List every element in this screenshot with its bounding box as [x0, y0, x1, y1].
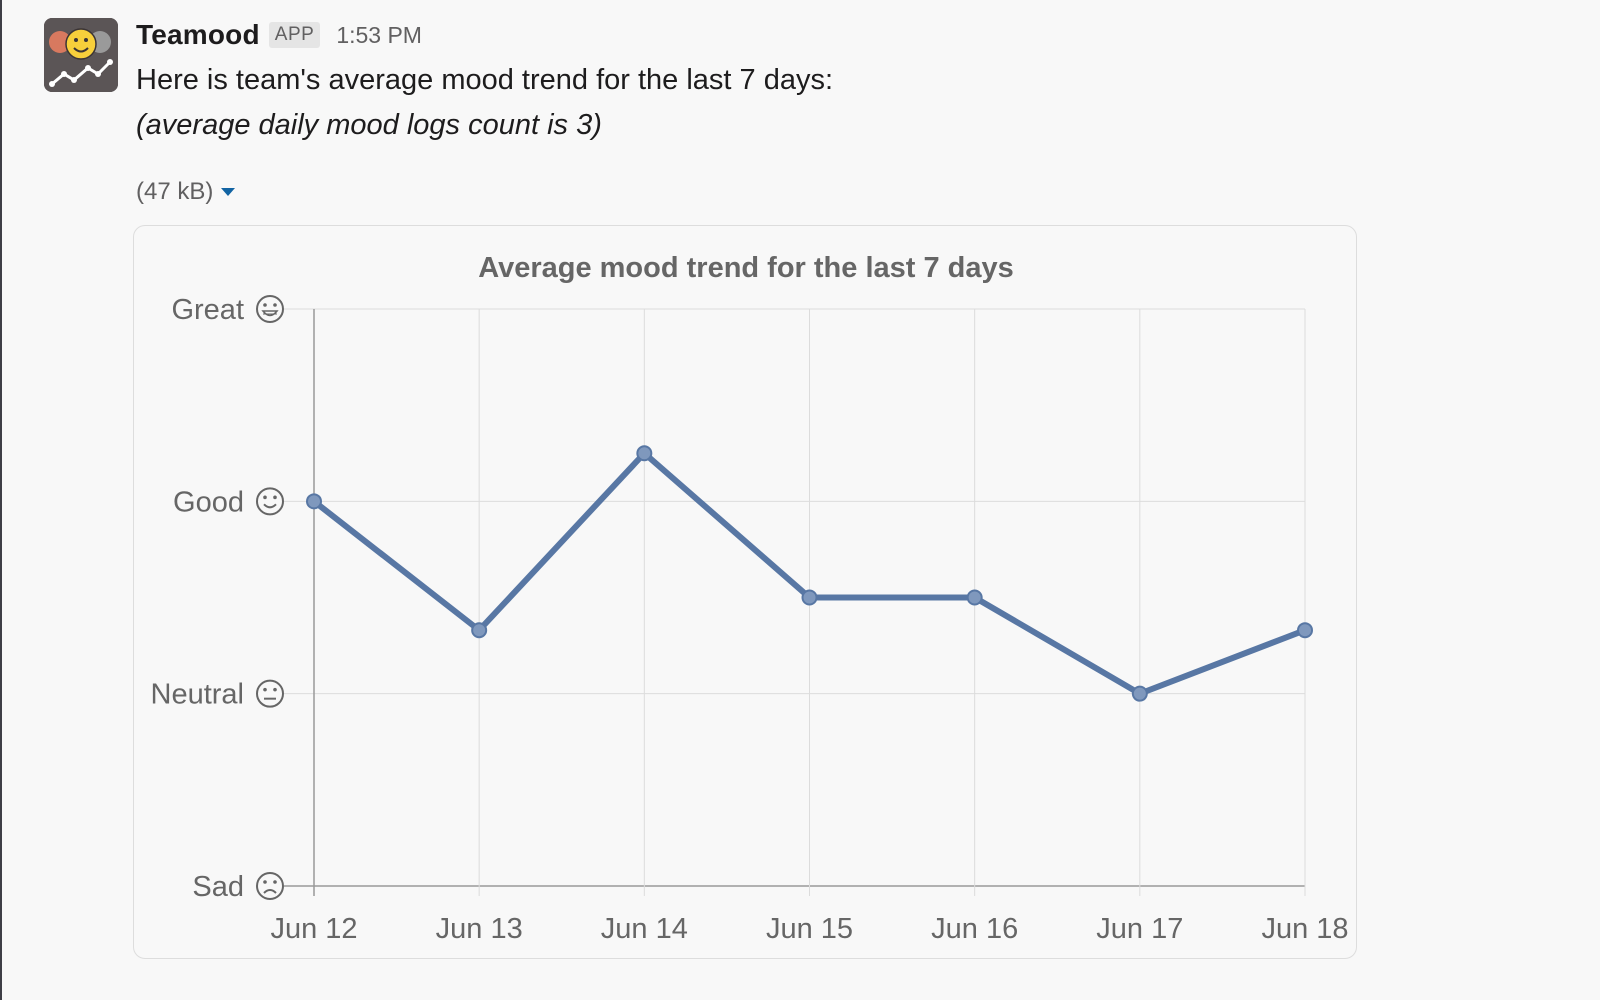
app-badge: APP	[268, 22, 321, 48]
caret-down-icon[interactable]	[221, 188, 236, 196]
message-body: Here is team's average mood trend for th…	[136, 58, 1556, 148]
message-timestamp[interactable]: 1:53 PM	[336, 21, 422, 48]
data-point[interactable]	[966, 589, 983, 606]
data-point[interactable]	[1297, 622, 1313, 639]
chart-attachment[interactable]: Average mood trend for the last 7 days S…	[133, 225, 1357, 959]
chart-series	[306, 445, 1313, 702]
message-line-2: (average daily mood logs count is 3)	[136, 109, 602, 141]
y-tick-label: Sad	[192, 871, 244, 903]
sad-face-icon	[256, 872, 284, 900]
x-tick-label: Jun 14	[601, 913, 688, 945]
data-point[interactable]	[801, 589, 818, 606]
chart-grid	[284, 308, 1306, 896]
window-left-border	[0, 0, 2, 1000]
y-tick-label: Great	[171, 294, 244, 326]
grin-face-icon	[256, 295, 284, 323]
y-tick-label: Neutral	[151, 679, 245, 711]
smile-face-icon	[256, 487, 284, 516]
chart-title: Average mood trend for the last 7 days	[478, 252, 1014, 284]
message-content: Teamood APP 1:53 PM Here is team's avera…	[136, 18, 1556, 205]
message-line-1: Here is team's average mood trend for th…	[136, 64, 834, 96]
data-point[interactable]	[306, 493, 322, 510]
avatar[interactable]	[44, 18, 118, 92]
x-tick-label: Jun 13	[436, 913, 523, 945]
attachment-meta: (47 kB)	[136, 178, 236, 206]
sender-name[interactable]: Teamood	[136, 19, 260, 50]
x-tick-label: Jun 16	[931, 913, 1018, 945]
y-tick-label: Good	[173, 486, 244, 518]
mood-trend-chart: Average mood trend for the last 7 days S…	[151, 252, 1349, 945]
teamood-logo-icon	[44, 18, 118, 92]
neutral-face-icon	[256, 679, 284, 708]
x-tick-label: Jun 12	[270, 913, 357, 945]
data-point[interactable]	[636, 445, 653, 462]
y-axis-labels: Sad Neutral Good Great	[151, 294, 284, 903]
x-tick-label: Jun 18	[1261, 913, 1348, 945]
data-point[interactable]	[1131, 685, 1148, 702]
x-axis-labels: Jun 12 Jun 13 Jun 14 Jun 15 Jun 16 Jun 17 Jun …	[270, 913, 1348, 945]
attachment-size: (47 kB)	[136, 178, 214, 205]
message-header: Teamood APP 1:53 PM	[136, 18, 1556, 52]
x-tick-label: Jun 15	[766, 913, 853, 945]
data-point[interactable]	[471, 622, 488, 639]
x-tick-label: Jun 17	[1096, 913, 1183, 945]
